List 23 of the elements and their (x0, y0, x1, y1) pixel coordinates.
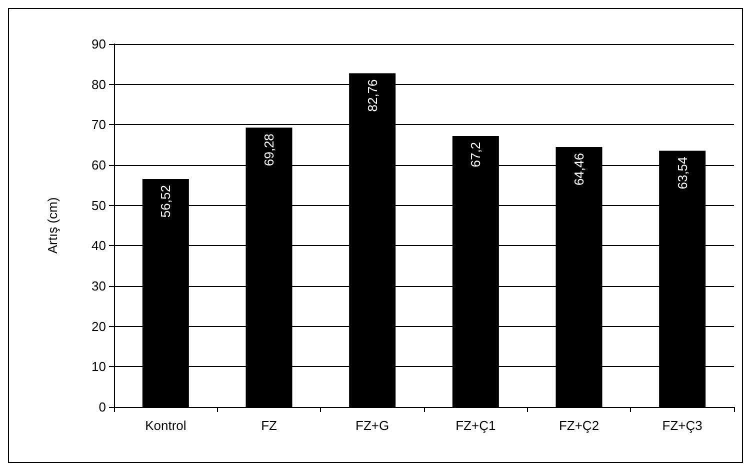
y-tick-label: 0 (98, 400, 106, 414)
data-label: 82,76 (364, 79, 380, 112)
y-tick-label: 10 (92, 359, 106, 374)
y-tick-label: 40 (92, 238, 106, 254)
y-tick-label: 20 (92, 318, 106, 334)
data-label: 56,52 (158, 185, 174, 218)
x-tick-label: FZ+Ç2 (558, 418, 600, 433)
data-label: 64,46 (572, 153, 586, 186)
y-tick-label: 70 (92, 117, 106, 132)
x-tick-label: FZ+G (356, 418, 390, 433)
x-tick-label: FZ+Ç1 (456, 418, 496, 433)
y-tick-label: 50 (92, 198, 106, 213)
data-label: 67,2 (468, 142, 484, 168)
y-tick-label: 60 (92, 158, 106, 172)
data-label: 69,28 (262, 134, 276, 166)
x-tick-label: FZ+Ç3 (662, 418, 702, 433)
x-tick-label: FZ (261, 418, 277, 433)
y-tick-label: 30 (92, 278, 106, 294)
y-axis-title: Artış (cm) (45, 197, 60, 254)
data-label: 63,54 (674, 156, 690, 190)
y-tick-label: 80 (92, 76, 106, 92)
y-tick-label: 90 (92, 36, 106, 52)
x-tick-label: Kontrol (145, 418, 186, 433)
